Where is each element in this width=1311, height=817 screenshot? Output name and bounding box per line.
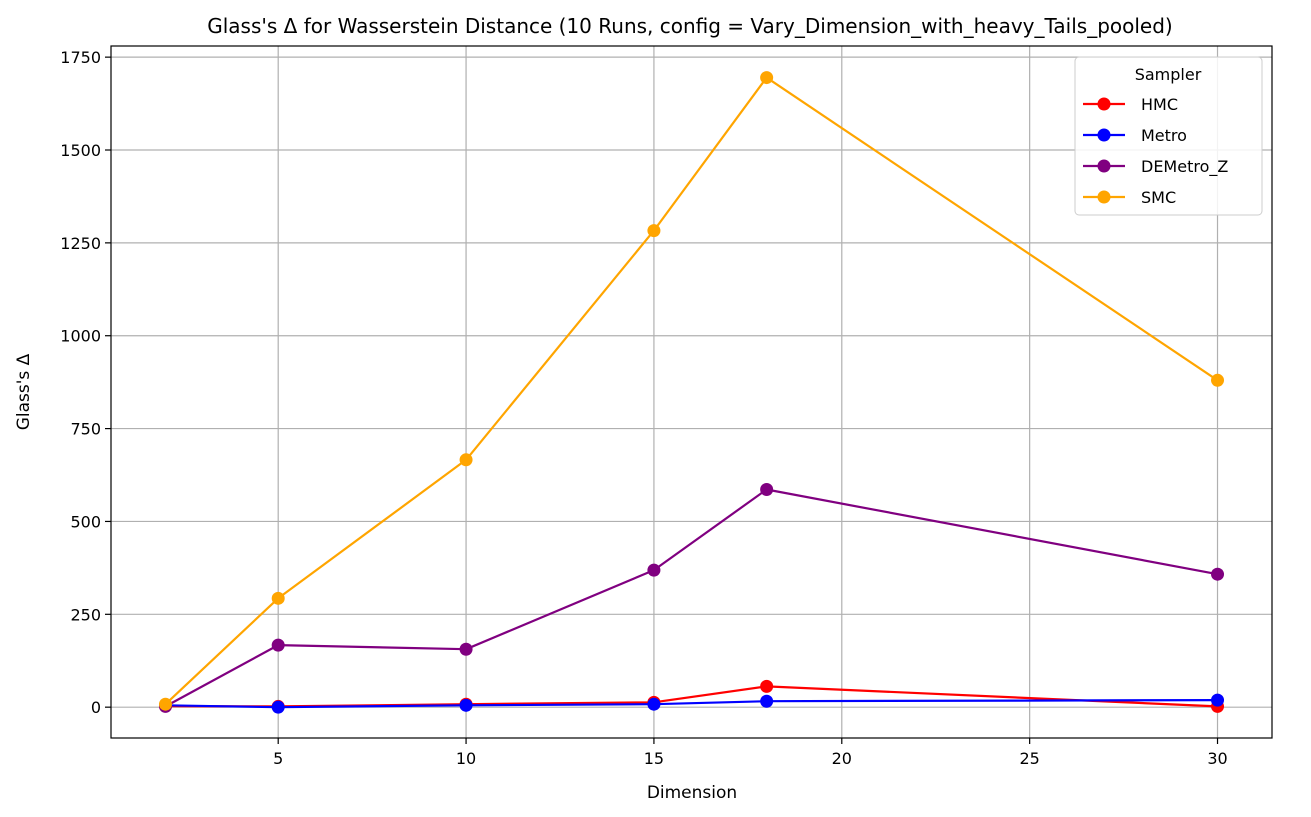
x-tick-label: 25 <box>1019 749 1039 768</box>
y-tick-label: 1500 <box>60 141 101 160</box>
y-axis: 0 250 500 750 1000 1250 1500 1750 <box>60 48 111 717</box>
y-axis-label: Glass's Δ <box>14 353 34 430</box>
data-point-metro <box>459 698 473 712</box>
series-line-metro <box>165 698 1218 709</box>
x-tick-label: 10 <box>456 749 476 768</box>
legend-label-demetro-z: DEMetro_Z <box>1141 157 1228 177</box>
legend-label-smc: SMC <box>1141 188 1176 207</box>
data-point-smc <box>647 224 661 238</box>
legend-marker-demetro-z <box>1097 159 1111 173</box>
data-point-metro <box>1211 693 1225 707</box>
data-point-metro <box>271 700 285 714</box>
legend-marker-smc <box>1097 190 1111 204</box>
data-point-demetro-z <box>1211 567 1225 581</box>
legend-title: Sampler <box>1135 65 1202 84</box>
x-tick-label: 15 <box>644 749 664 768</box>
y-tick-label: 1250 <box>60 234 101 253</box>
x-axis: 5 10 15 20 25 30 <box>273 738 1228 768</box>
data-point-metro <box>760 694 774 708</box>
y-tick-label: 500 <box>70 512 101 531</box>
data-point-demetro-z <box>271 638 285 652</box>
series-line-smc <box>164 76 1219 706</box>
data-point-smc <box>760 71 774 85</box>
y-tick-label: 1750 <box>60 48 101 67</box>
data-point-smc <box>459 453 473 467</box>
legend-box <box>1074 56 1263 216</box>
data-point-hmc <box>760 679 774 693</box>
chart-title: Glass's Δ for Wasserstein Distance (10 R… <box>207 14 1173 38</box>
x-tick-label: 5 <box>273 749 283 768</box>
data-point-smc <box>1211 373 1225 387</box>
legend-marker-metro <box>1097 128 1111 142</box>
y-tick-label: 250 <box>70 605 101 624</box>
x-tick-label: 30 <box>1207 749 1227 768</box>
data-point-demetro-z <box>760 483 774 497</box>
y-tick-label: 0 <box>91 698 101 717</box>
data-point-metro <box>647 697 661 711</box>
legend-label-hmc: HMC <box>1141 95 1178 114</box>
data-point-demetro-z <box>459 642 473 656</box>
data-point-smc <box>158 697 172 711</box>
series-group <box>158 71 1225 714</box>
legend: Sampler HMC Metro DEMetro_Z SMC <box>1074 56 1263 216</box>
x-tick-label: 20 <box>832 749 852 768</box>
y-tick-label: 1000 <box>60 327 101 346</box>
data-point-demetro-z <box>647 563 661 577</box>
data-point-smc <box>271 591 285 605</box>
x-axis-label: Dimension <box>647 783 737 803</box>
series-line-demetro-z <box>164 488 1218 708</box>
legend-label-metro: Metro <box>1141 126 1187 145</box>
legend-marker-hmc <box>1097 97 1111 111</box>
y-tick-label: 750 <box>70 420 101 439</box>
plot-frame <box>110 45 1273 739</box>
